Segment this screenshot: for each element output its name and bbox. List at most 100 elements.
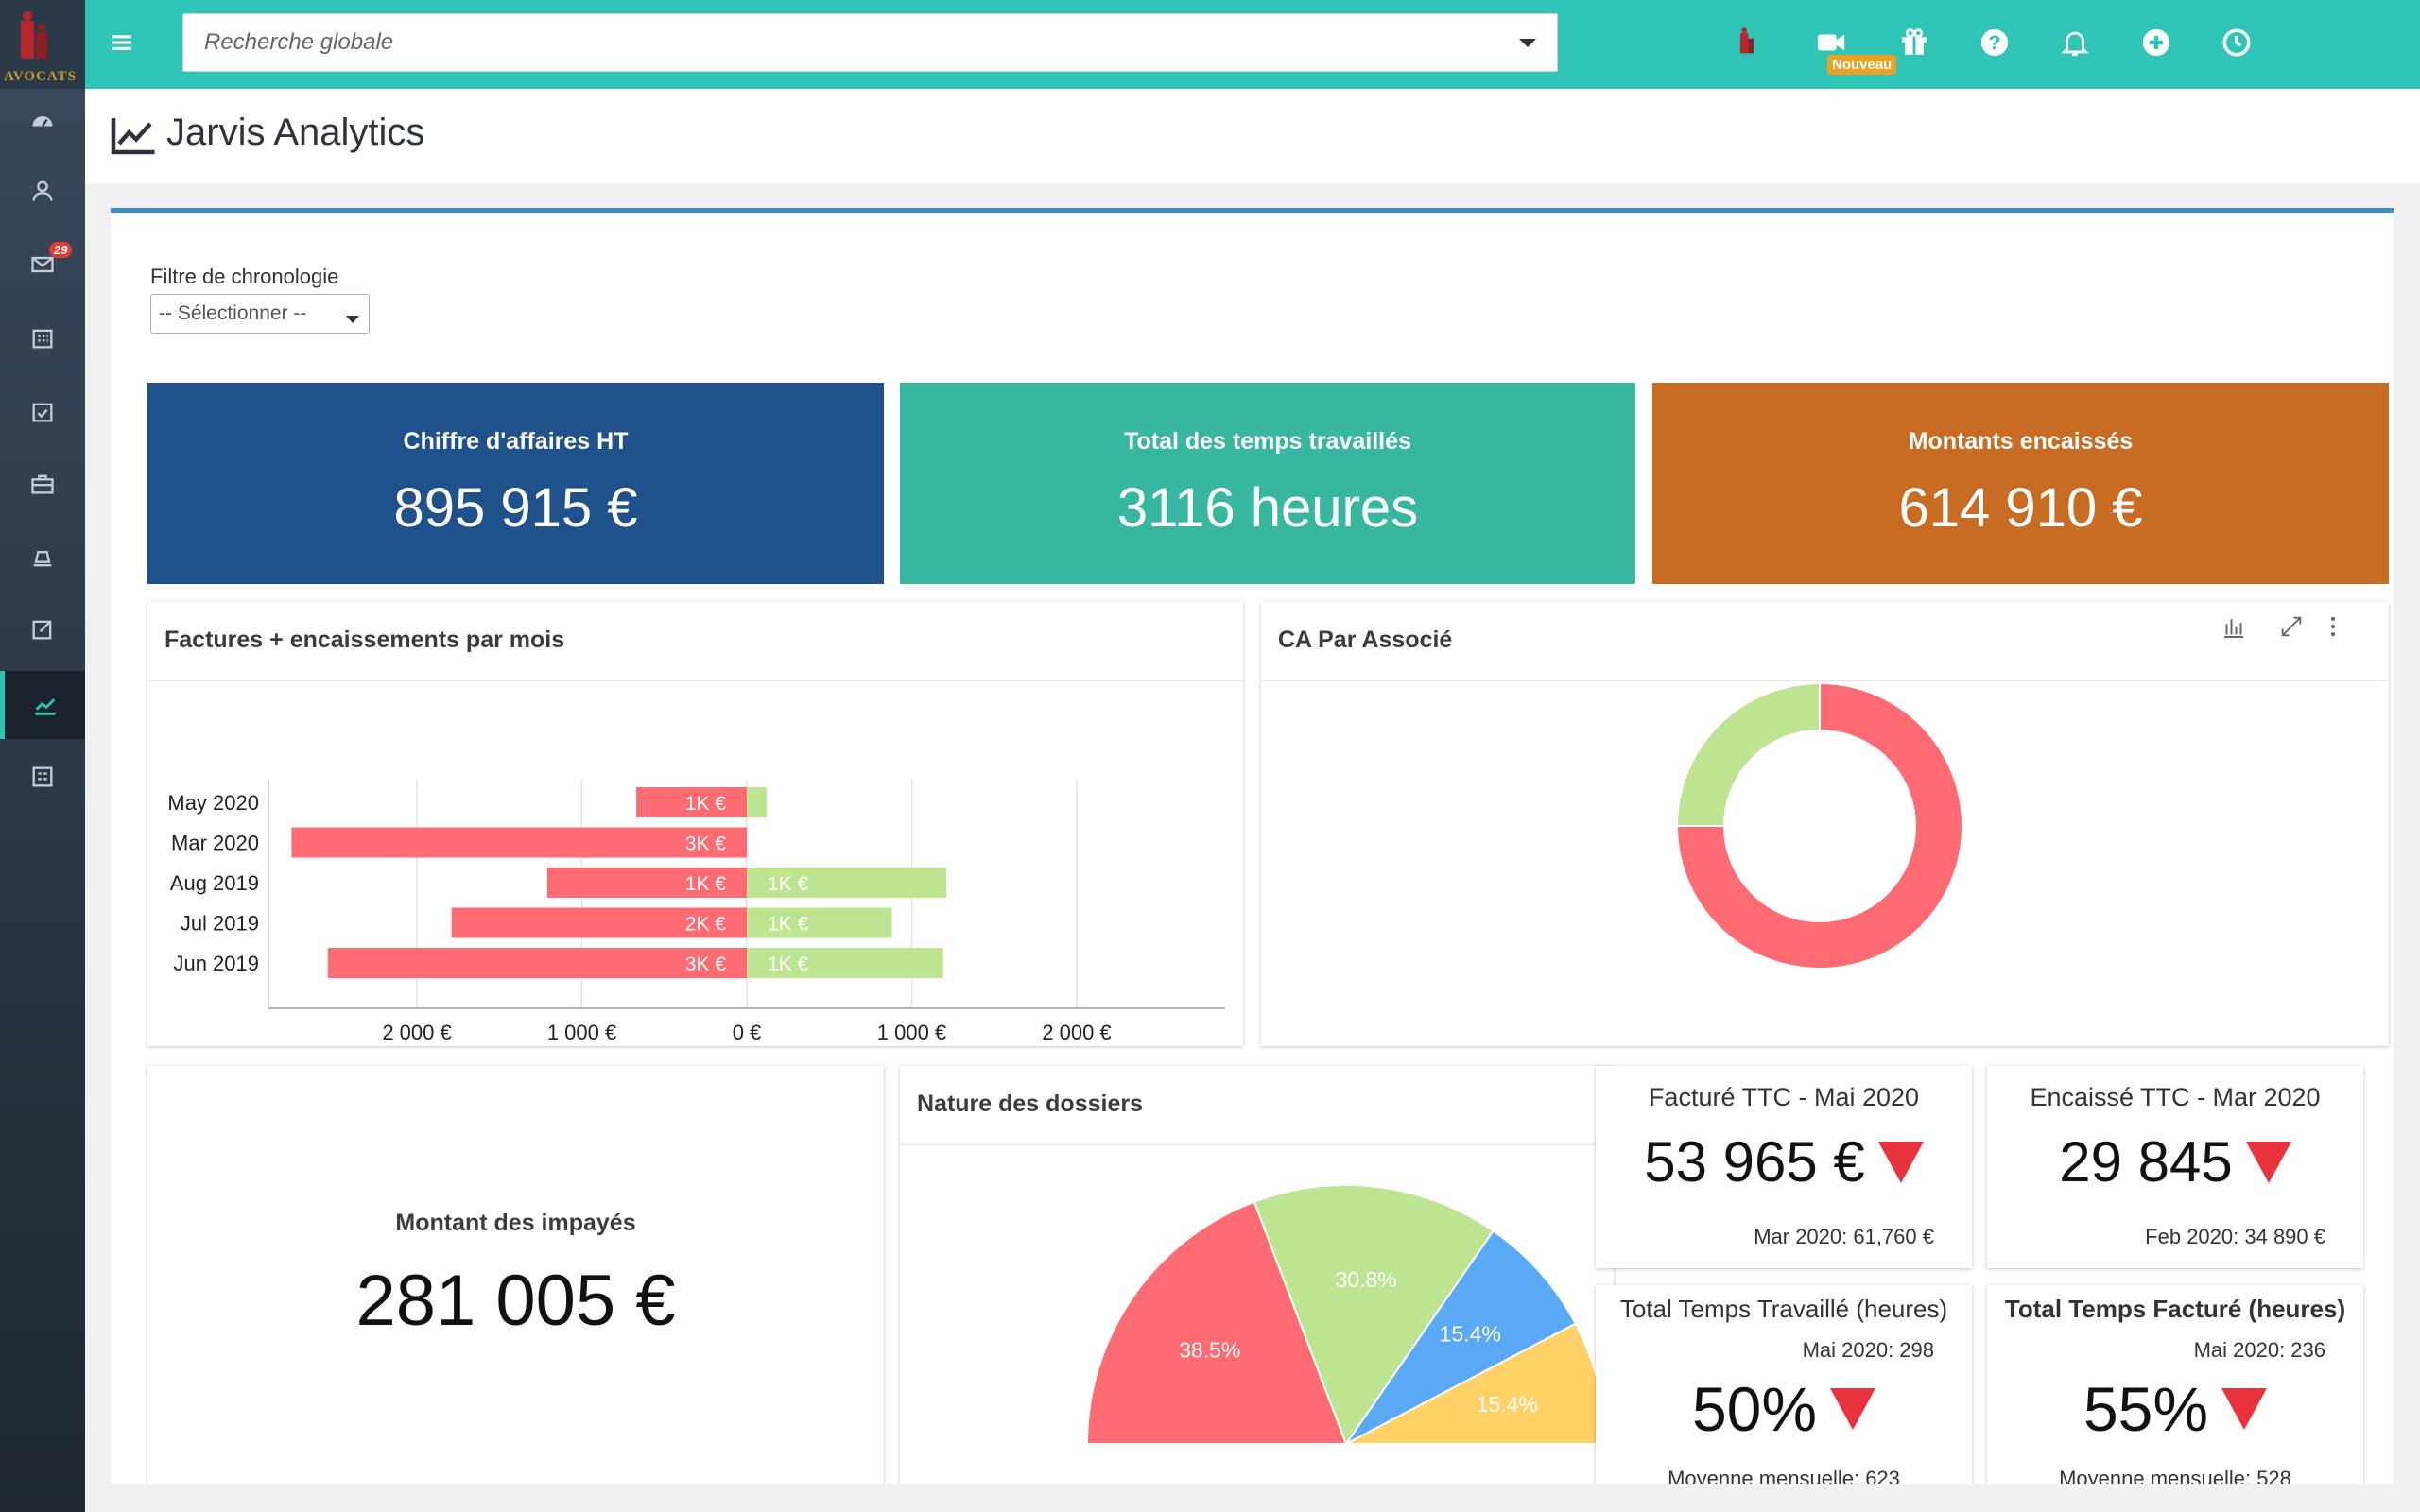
video-camera-icon <box>1817 34 1845 51</box>
x-tick-label: 2 000 € <box>1042 1021 1111 1044</box>
bar <box>747 787 767 817</box>
filter-label: Filtre de chronologie <box>150 265 339 288</box>
mini-value: 55% <box>2083 1374 2209 1444</box>
analytics-icon <box>35 698 55 715</box>
expand-icon[interactable] <box>2278 613 2305 640</box>
time-worked-card: Total Temps Travaillé (heures) Mai 2020:… <box>1596 1285 1972 1484</box>
bar <box>291 827 747 858</box>
chevron-down-icon <box>346 316 359 323</box>
bar-label: 2K € <box>685 914 727 936</box>
gift-button[interactable] <box>1893 21 1936 64</box>
unpaid-value: 281 005 € <box>355 1261 676 1341</box>
contacts-icon <box>32 180 53 201</box>
new-badge: Nouveau <box>1827 55 1897 75</box>
sidebar: AVOCATS 29 <box>0 0 85 1512</box>
case-nature-pie-chart: 38.5% 30.8% 15.4% 15.4% <box>1085 1184 1607 1447</box>
bar-label: 3K € <box>685 833 727 855</box>
collected-ttc-card: Encaissé TTC - Mar 2020 29 845 Feb 2020:… <box>1987 1066 2363 1268</box>
calendar-icon <box>32 329 53 349</box>
plus-circle-icon <box>2142 28 2170 57</box>
logo-icon <box>21 11 47 59</box>
ca-associate-card: CA Par Associé <box>1261 602 2389 1046</box>
app-logo[interactable]: AVOCATS <box>0 0 85 89</box>
bar <box>546 868 747 898</box>
sidebar-item-cases[interactable] <box>0 450 85 518</box>
billing-icon <box>33 551 52 567</box>
mini-subtext: Feb 2020: 34 890 € <box>2145 1225 2325 1248</box>
bar-chart-icon[interactable] <box>2220 613 2248 642</box>
chart-line-icon <box>111 118 155 155</box>
down-arrow-icon <box>1877 1141 1924 1183</box>
mini-value: 53 965 € <box>1644 1130 1865 1194</box>
kpi-value: 3116 heures <box>1116 477 1419 539</box>
sidebar-item-billing[interactable] <box>0 524 85 592</box>
invoices-chart-card: Factures + encaissements par mois 2 000 … <box>147 602 1243 1080</box>
page-title: Jarvis Analytics <box>166 112 425 153</box>
bar-label: 3K € <box>685 954 727 975</box>
notifications-button[interactable] <box>2053 21 2097 64</box>
global-search[interactable] <box>182 13 1558 72</box>
help-icon: ? <box>1980 28 2009 57</box>
sidebar-item-edit[interactable] <box>0 595 85 663</box>
sidebar-item-analytics[interactable] <box>0 671 85 739</box>
menu-icon[interactable] <box>108 28 136 57</box>
kpi-collected: Montants encaissés 614 910 € <box>1652 383 2389 584</box>
search-input[interactable] <box>183 14 1557 71</box>
sidebar-item-calculator[interactable] <box>0 743 85 811</box>
bar-label: 1K € <box>685 873 727 895</box>
pie-slice <box>1085 1200 1348 1445</box>
pie-label: 38.5% <box>1179 1337 1240 1362</box>
y-tick-label: Aug 2019 <box>170 871 259 895</box>
briefcase-icon <box>31 474 54 494</box>
down-arrow-icon <box>2221 1388 2268 1430</box>
mini-value-row: 50% <box>1596 1373 1972 1445</box>
more-options-icon[interactable] <box>2320 613 2346 640</box>
sidebar-item-tasks[interactable] <box>0 378 85 446</box>
add-button[interactable] <box>2135 21 2178 64</box>
kpi-title: Total des temps travaillés <box>1124 428 1411 455</box>
bar <box>747 948 943 978</box>
y-tick-label: Jul 2019 <box>181 912 259 936</box>
mini-average: Moyenne mensuelle: 623 <box>1668 1467 1900 1484</box>
timer-button[interactable] <box>2215 21 2258 64</box>
sidebar-item-contacts[interactable] <box>0 157 85 225</box>
kpi-time-worked: Total des temps travaillés 3116 heures <box>900 383 1635 584</box>
sidebar-item-calendar[interactable] <box>0 304 85 372</box>
unpaid-card: Montant des impayés 281 005 € <box>147 1066 884 1484</box>
x-tick-label: 1 000 € <box>547 1021 616 1044</box>
time-billed-card: Total Temps Facturé (heures) Mai 2020: 2… <box>1987 1285 2363 1484</box>
pie-label: 15.4% <box>1440 1322 1501 1347</box>
mini-subtext: Mar 2020: 61,760 € <box>1754 1225 1934 1248</box>
clock-icon <box>2222 28 2251 57</box>
y-tick-label: May 2020 <box>167 791 259 815</box>
mail-count-badge: 29 <box>49 242 73 258</box>
top-bar: Nouveau ? TS <box>85 0 2420 89</box>
kpi-revenue: Chiffre d'affaires HT 895 915 € <box>147 383 884 584</box>
pie-label: 15.4% <box>1477 1392 1538 1417</box>
chevron-down-icon[interactable] <box>1519 39 1536 47</box>
calculator-icon <box>32 766 53 787</box>
sidebar-item-mail[interactable]: 29 <box>0 231 85 299</box>
unpaid-title: Montant des impayés <box>395 1210 636 1236</box>
video-button[interactable] <box>1809 21 1853 64</box>
mini-average: Moyenne mensuelle: 528 <box>2059 1467 2291 1484</box>
firm-logo-button[interactable] <box>1725 21 1769 64</box>
analytics-panel: Filtre de chronologie -- Sélectionner --… <box>111 208 2394 1484</box>
mini-value: 29 845 <box>2059 1130 2233 1194</box>
bar <box>451 907 747 938</box>
kpi-value: 614 910 € <box>1898 477 2143 539</box>
ca-donut-chart <box>1675 682 1963 970</box>
help-button[interactable]: ? <box>1973 21 2016 64</box>
y-tick-label: Jun 2019 <box>173 952 259 975</box>
case-nature-card: Nature des dossiers 38.5% 30.8% 15.4% 15.4% <box>900 1066 1614 1484</box>
gift-icon <box>1902 28 1927 55</box>
sidebar-item-dashboard[interactable] <box>0 89 85 157</box>
logo-text: AVOCATS <box>4 69 77 84</box>
x-tick-label: 1 000 € <box>877 1021 946 1044</box>
firm-logo-icon <box>1739 27 1754 54</box>
invoices-bar-chart: 2 000 €1 000 €0 €1 000 €2 000 €Montant T… <box>167 780 1225 1080</box>
card-title: Factures + encaissements par mois <box>147 602 1243 681</box>
page-header: Jarvis Analytics <box>85 89 2420 183</box>
x-tick-label: 2 000 € <box>382 1021 451 1044</box>
timeline-filter-select[interactable]: -- Sélectionner -- <box>150 294 370 334</box>
